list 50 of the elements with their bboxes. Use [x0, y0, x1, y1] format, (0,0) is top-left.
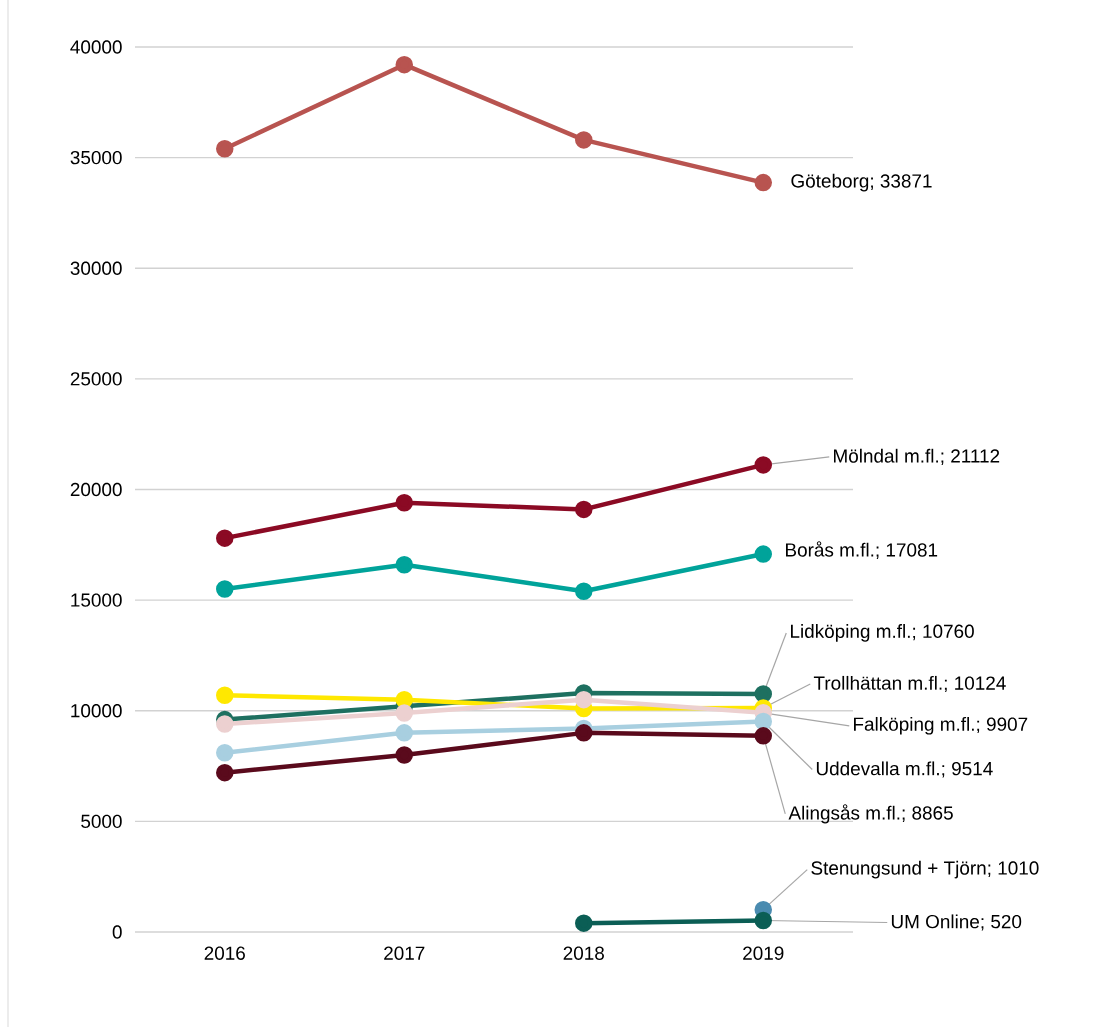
annotation: Alingsås m.fl.; 8865 [788, 804, 953, 824]
point [575, 131, 593, 149]
point [216, 529, 234, 547]
annotation: UM Online; 520 [891, 914, 1022, 931]
point [395, 494, 414, 512]
point [754, 173, 773, 192]
point [575, 500, 593, 519]
y-tick-label: 5000 [81, 814, 122, 829]
annotation: Falköping m.fl.; 9907 [854, 716, 1028, 735]
point [754, 456, 773, 474]
point [395, 746, 414, 764]
y-tick-label: 0 [112, 925, 122, 939]
point [216, 744, 234, 762]
point [754, 545, 773, 563]
y-tick-label: 15000 [71, 593, 122, 607]
annotation: Uddevalla m.fl.; 9514 [816, 761, 993, 778]
y-tick-label: 40000 [70, 40, 122, 54]
y-tick-label: 30000 [70, 261, 122, 275]
point [216, 763, 234, 782]
point [395, 724, 414, 742]
point [395, 690, 414, 709]
point [754, 727, 773, 745]
point [216, 686, 234, 704]
annotation: Stenungsund + Tjörn; 1010 [811, 860, 1039, 879]
point [395, 555, 414, 574]
point [395, 55, 414, 74]
point [216, 580, 234, 598]
point [754, 685, 773, 703]
point [754, 911, 773, 930]
point [575, 582, 593, 601]
point [575, 690, 593, 709]
y-tick-label: 35000 [70, 150, 122, 165]
annotation: Trollhättan m.fl.; 10124 [813, 675, 1006, 693]
x-tick-label: 2018 [563, 946, 604, 960]
point [754, 712, 773, 731]
point [395, 704, 414, 722]
point [216, 140, 234, 158]
y-tick-label: 10000 [71, 704, 122, 718]
annotation: Göteborg; 33871 [791, 173, 932, 192]
y-tick-label: 25000 [70, 372, 122, 386]
annotation: Mölndal m.fl.; 21112 [834, 448, 1000, 465]
annotation: Lidköping m.fl.; 10760 [791, 624, 974, 642]
point [575, 724, 593, 742]
x-tick-label: 2017 [384, 946, 425, 960]
x-tick-label: 2019 [743, 946, 784, 960]
point [575, 914, 593, 932]
y-tick-label: 20000 [70, 482, 122, 497]
point [216, 715, 234, 733]
x-tick-label: 2016 [204, 946, 245, 960]
annotation: Borås m.fl.; 17081 [786, 541, 938, 559]
